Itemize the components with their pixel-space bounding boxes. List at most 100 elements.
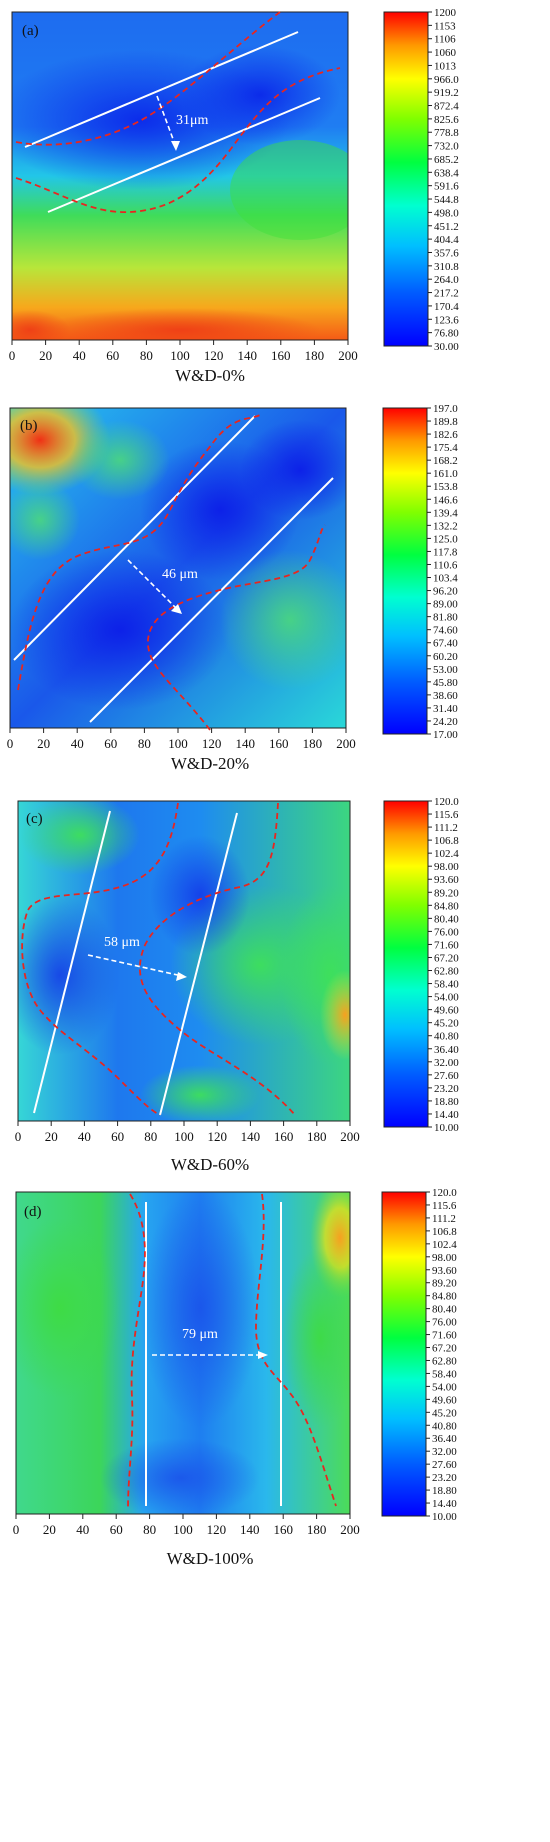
colorbar-tick-label: 60.20 <box>433 651 458 663</box>
colorbar-tick-label: 96.20 <box>433 586 458 598</box>
x-tick-label: 60 <box>111 1129 124 1144</box>
colorbar-tick-label: 189.8 <box>433 416 458 428</box>
panel-label: (c) <box>26 811 43 827</box>
colorbar-tick-label: 14.40 <box>434 1109 459 1121</box>
colorbar-tick-label: 115.6 <box>434 809 459 821</box>
x-tick-label: 160 <box>271 348 291 363</box>
reference-line <box>159 812 238 1116</box>
colorbar-tick-label: 32.00 <box>432 1446 457 1458</box>
colorbar-tick-label: 103.4 <box>433 573 458 585</box>
x-axis-label: W&D-20% <box>170 754 250 773</box>
colorbar-tick-label: 62.80 <box>434 966 459 978</box>
colorbar-tick-label: 544.8 <box>434 194 459 206</box>
colorbar-tick-label: 106.8 <box>432 1226 457 1238</box>
arrow-head <box>258 1351 268 1359</box>
panel-c: 58 μm (c) 0 20 40 60 80 100 120 140 160 180 200 12… <box>0 795 550 1205</box>
boundary-line <box>139 802 296 1116</box>
x-axis: 0 20 40 60 80 100 120 140 160 180 200 <box>9 340 358 363</box>
colorbar-tick-label: 71.60 <box>432 1330 457 1342</box>
colorbar <box>383 11 429 347</box>
x-tick-label: 200 <box>340 1129 360 1144</box>
colorbar-tick-label: 638.4 <box>434 167 459 179</box>
x-tick-label: 160 <box>274 1129 294 1144</box>
arrow-head <box>171 141 180 151</box>
x-tick-label: 0 <box>7 736 14 751</box>
boundary-line <box>15 67 341 213</box>
colorbar-tick-label: 175.4 <box>433 442 458 454</box>
colorbar-tick-label: 67.20 <box>432 1343 457 1355</box>
panel-a: 31μm (a) 0 20 40 60 80 100 120 140 160 180 200 120… <box>0 0 550 410</box>
colorbar-tick-label: 89.20 <box>434 887 459 899</box>
x-tick-label: 140 <box>241 1129 261 1144</box>
arrow-head <box>171 604 182 614</box>
colorbar-tick-label: 49.60 <box>434 1005 459 1017</box>
colorbar-tick-label: 76.80 <box>434 328 459 340</box>
panel-d: 79 μm (d) 0 20 40 60 80 100 120 140 160 180 200 12… <box>0 1187 550 1837</box>
colorbar-tick-label: 62.80 <box>432 1355 457 1367</box>
colorbar-tick-label: 102.4 <box>434 848 459 860</box>
colorbar-tick-label: 732.0 <box>434 141 459 153</box>
colorbar-tick-label: 1153 <box>434 20 456 32</box>
x-tick-label: 60 <box>106 348 119 363</box>
colorbar-ticks: 197.0189.8182.6175.4168.2161.0153.8146.6… <box>427 403 458 741</box>
colorbar-tick-label: 81.80 <box>433 612 458 624</box>
distance-arrow <box>87 954 183 977</box>
boundary-line <box>15 11 281 146</box>
colorbar-tick-label: 115.6 <box>432 1200 457 1212</box>
colorbar-tick-label: 685.2 <box>434 154 459 166</box>
colorbar-tick-label: 23.20 <box>434 1083 459 1095</box>
distance-annotation: 46 μm <box>162 567 198 582</box>
colorbar-tick-label: 1013 <box>434 60 457 72</box>
x-tick-label: 120 <box>204 348 224 363</box>
colorbar-tick-label: 80.40 <box>434 913 459 925</box>
x-tick-label: 140 <box>237 348 257 363</box>
distance-annotation: 58 μm <box>104 935 140 950</box>
colorbar-tick-label: 54.00 <box>432 1381 457 1393</box>
colorbar-tick-label: 10.00 <box>432 1511 457 1523</box>
distance-arrow <box>156 95 177 148</box>
x-tick-label: 0 <box>9 348 16 363</box>
colorbar-tick-label: 111.2 <box>434 822 458 834</box>
colorbar-tick-label: 139.4 <box>433 507 458 519</box>
colorbar-tick-label: 778.8 <box>434 127 459 139</box>
colorbar-tick-label: 18.80 <box>434 1096 459 1108</box>
x-tick-label: 20 <box>45 1129 58 1144</box>
colorbar-tick-label: 264.0 <box>434 274 459 286</box>
colorbar-ticks: 120.0115.6111.2106.8102.498.0093.6089.20… <box>428 796 459 1134</box>
boundary-line <box>255 1193 337 1507</box>
panel-label: (a) <box>22 23 39 39</box>
x-tick-label: 40 <box>76 1522 89 1537</box>
x-tick-label: 180 <box>305 348 325 363</box>
colorbar-tick-label: 161.0 <box>433 468 458 480</box>
colorbar-tick-label: 93.60 <box>432 1265 457 1277</box>
colorbar-tick-label: 197.0 <box>433 403 458 415</box>
colorbar-tick-label: 17.00 <box>433 729 458 741</box>
x-axis-label: W&D-0% <box>175 366 245 385</box>
panel-label: (d) <box>24 1204 42 1220</box>
colorbar-tick-label: 67.20 <box>434 952 459 964</box>
colorbar-tick-label: 31.40 <box>433 703 458 715</box>
reference-line <box>89 477 334 723</box>
x-tick-label: 140 <box>235 736 255 751</box>
colorbar-tick-label: 170.4 <box>434 301 459 313</box>
colorbar-tick-label: 451.2 <box>434 221 459 233</box>
colorbar-ticks: 120.0115.6111.2106.8102.498.0093.6089.20… <box>426 1187 457 1523</box>
x-axis: 0 20 40 60 80 100 120 140 160 180 200 <box>15 1121 360 1144</box>
distance-arrow <box>127 559 179 611</box>
colorbar-tick-label: 89.00 <box>433 599 458 611</box>
x-tick-label: 60 <box>104 736 117 751</box>
colorbar-tick-label: 58.40 <box>434 979 459 991</box>
heatmap-a-field <box>12 12 348 340</box>
colorbar-tick-label: 67.40 <box>433 638 458 650</box>
x-tick-label: 0 <box>13 1522 20 1537</box>
colorbar-tick-label: 54.00 <box>434 992 459 1004</box>
colorbar-tick-label: 84.80 <box>434 900 459 912</box>
x-axis: 0 20 40 60 80 100 120 140 160 180 200 <box>7 728 356 751</box>
colorbar-tick-label: 106.8 <box>434 835 459 847</box>
x-tick-label: 200 <box>336 736 356 751</box>
x-tick-label: 200 <box>340 1522 360 1537</box>
colorbar-tick-label: 30.00 <box>434 341 459 353</box>
colorbar-tick-label: 1106 <box>434 34 456 46</box>
colorbar-tick-label: 168.2 <box>433 455 458 467</box>
colorbar-tick-label: 125.0 <box>433 533 458 545</box>
